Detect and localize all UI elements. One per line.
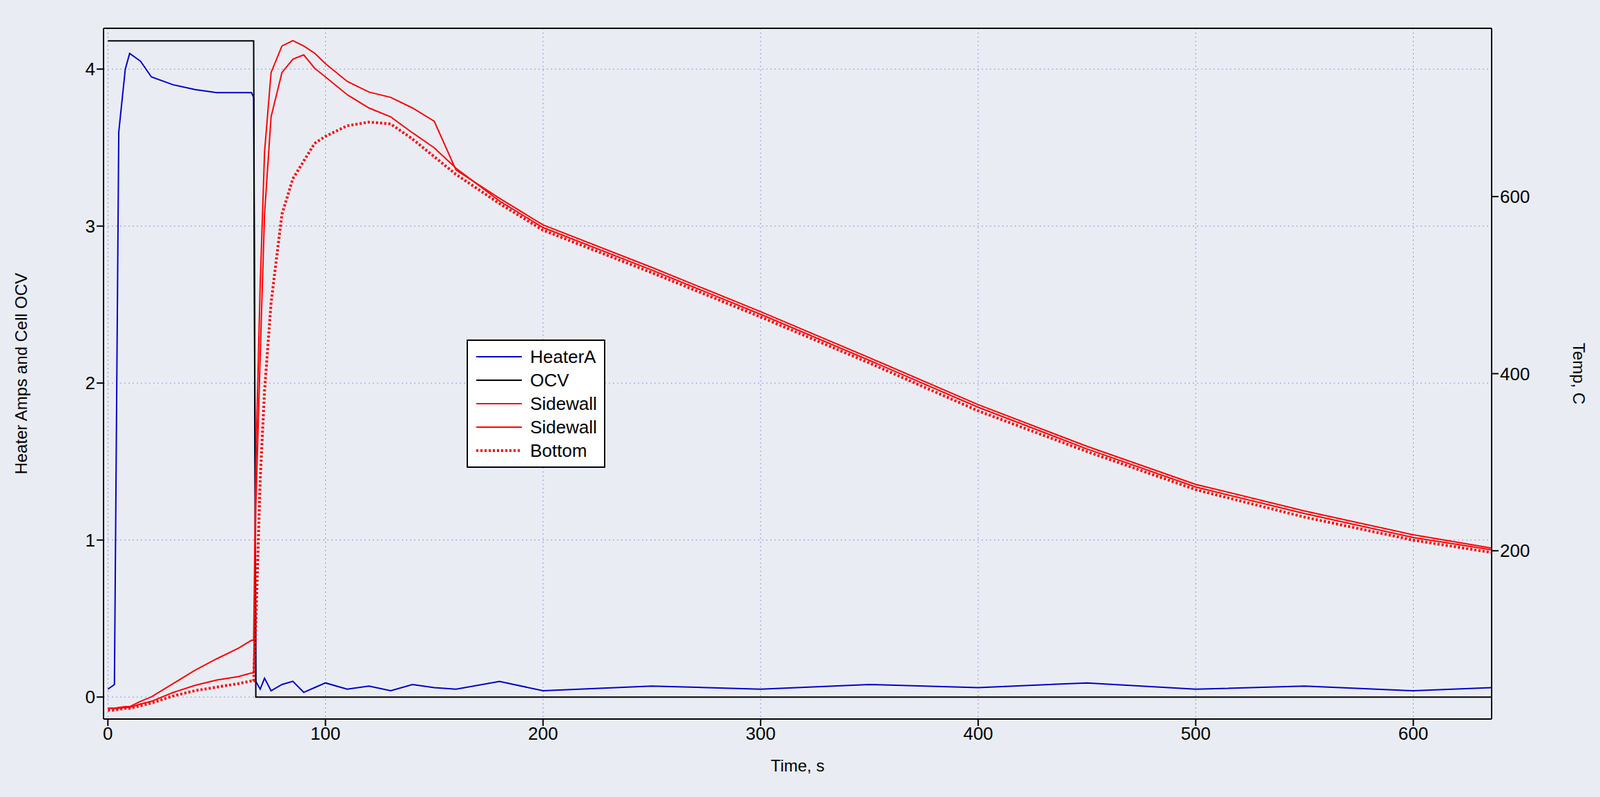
svg-text:4: 4 [85, 58, 96, 80]
html-text:Sidewall: Sidewall [530, 393, 597, 415]
svg-text:1: 1 [85, 530, 96, 551]
svg-text:600: 600 [1398, 723, 1429, 745]
svg-text:2: 2 [85, 372, 96, 394]
svg-text:600: 600 [1499, 186, 1530, 208]
svg-text:Temp, C: Temp, C [1569, 343, 1589, 405]
svg-text:200: 200 [1499, 540, 1530, 562]
svg-text:400: 400 [962, 723, 993, 745]
html-text:OCV: OCV [530, 369, 569, 391]
svg-text:Time, s: Time, s [771, 756, 825, 776]
svg-text:200: 200 [528, 723, 558, 745]
svg-text:3: 3 [85, 216, 96, 237]
svg-text:Heater Amps and Cell OCV: Heater Amps and Cell OCV [11, 272, 31, 475]
svg-text:100: 100 [310, 723, 341, 745]
svg-text:300: 300 [745, 723, 776, 745]
svg-text:0: 0 [102, 723, 113, 745]
svg-text:500: 500 [1181, 723, 1211, 745]
html-text:Bottom: Bottom [530, 440, 587, 462]
svg-text:0: 0 [85, 686, 96, 708]
html-text:Sidewall: Sidewall [530, 416, 597, 438]
svg-text:400: 400 [1499, 363, 1530, 385]
html-text:HeaterA: HeaterA [530, 346, 596, 368]
